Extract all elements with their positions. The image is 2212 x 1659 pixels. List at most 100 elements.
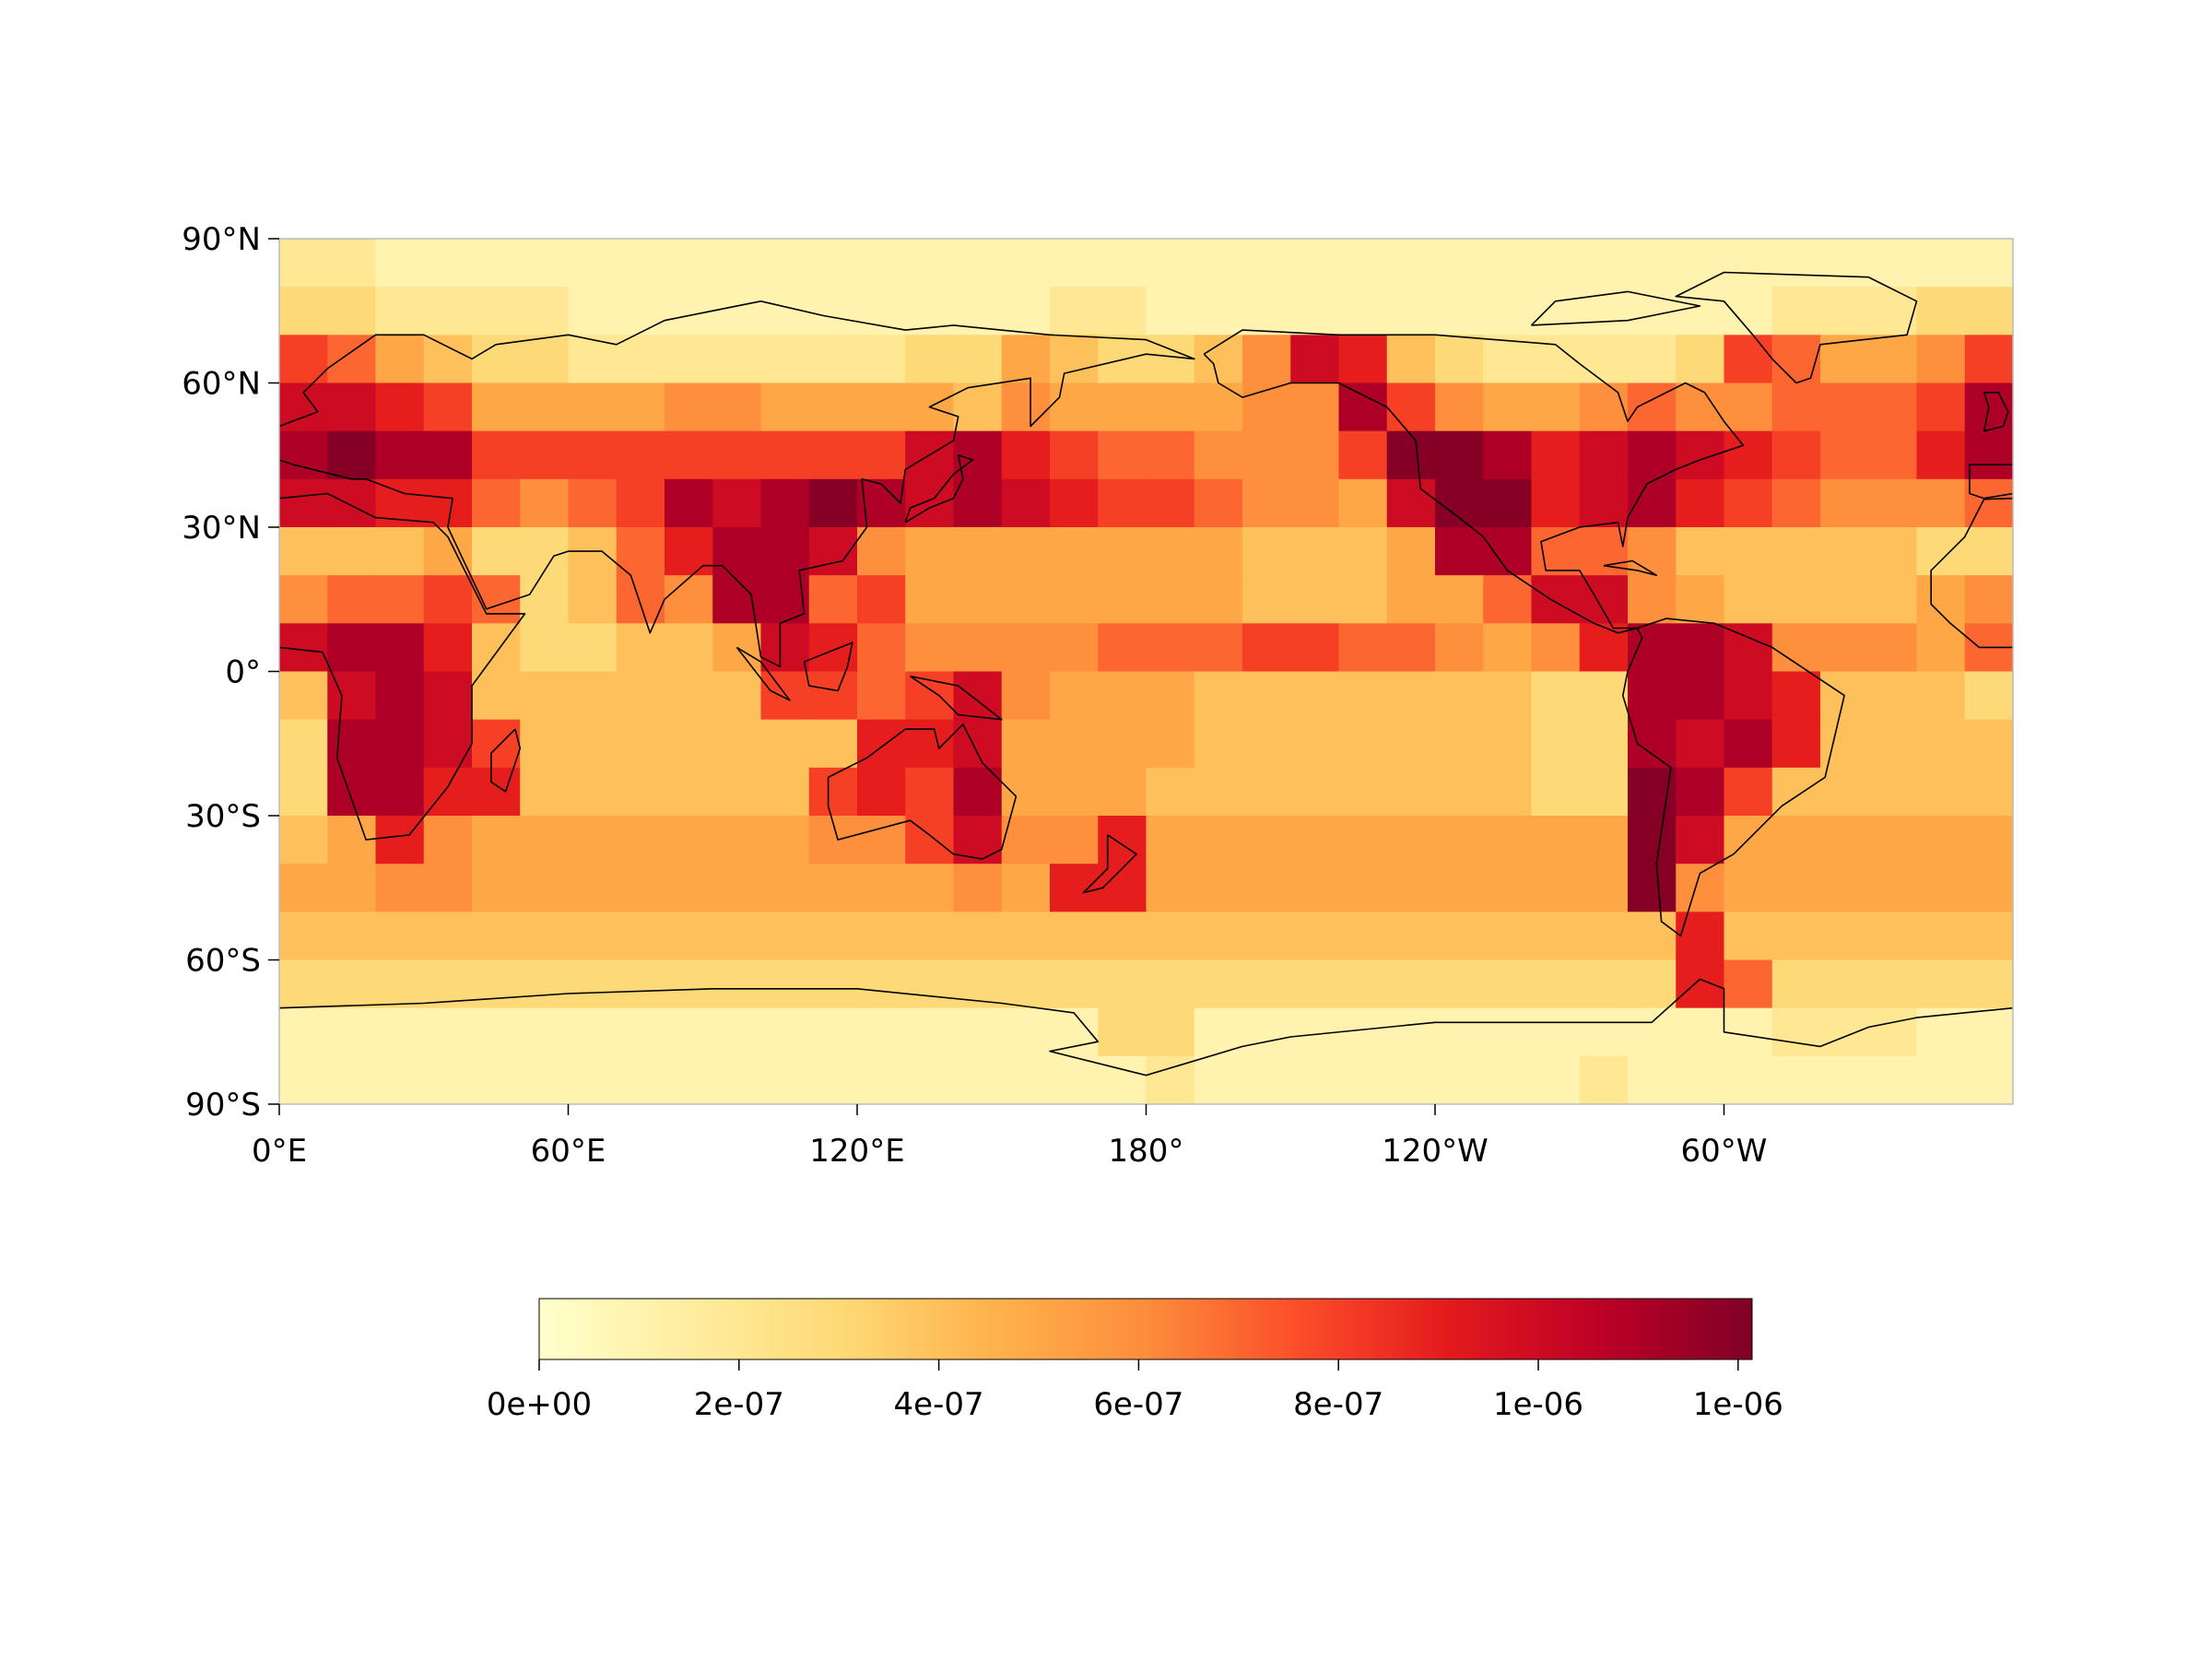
cell [568, 864, 618, 912]
cell [1194, 382, 1243, 432]
cell [472, 382, 521, 432]
cell [1676, 671, 1725, 721]
cell [1435, 671, 1484, 721]
cell [472, 959, 521, 1009]
cell [520, 719, 570, 769]
cell [1098, 1055, 1147, 1105]
cell [327, 912, 377, 961]
cell [1050, 430, 1099, 480]
cell [760, 816, 810, 865]
cell [1628, 816, 1677, 865]
cell [1386, 1007, 1436, 1057]
cell [1868, 335, 1918, 384]
cell [423, 719, 473, 769]
cell [808, 671, 858, 721]
cell [568, 719, 618, 769]
cell [1868, 430, 1918, 480]
cell [472, 527, 521, 576]
cell [857, 527, 906, 576]
cell [1964, 816, 2014, 865]
cell [1531, 430, 1581, 480]
cell [712, 959, 762, 1009]
cell [1483, 719, 1533, 769]
cell [712, 239, 762, 288]
cell [1771, 1055, 1821, 1105]
cell [953, 1055, 1003, 1105]
cell [953, 816, 1003, 865]
cell [520, 430, 570, 480]
cell [279, 959, 328, 1009]
coastline [904, 454, 974, 524]
cell [857, 287, 906, 335]
cell [375, 959, 425, 1009]
cell [327, 335, 377, 384]
cell [1579, 382, 1629, 432]
cell [953, 575, 1003, 624]
cell [1435, 959, 1484, 1009]
cell [1194, 239, 1243, 288]
coastline [1530, 290, 1701, 326]
cell [1338, 719, 1388, 769]
cell [1242, 575, 1291, 624]
cell [1579, 239, 1629, 288]
cell [1483, 912, 1533, 961]
cell [1146, 430, 1195, 480]
cell [1194, 623, 1243, 673]
cell [1146, 816, 1195, 865]
cell [472, 816, 521, 865]
cell [1676, 864, 1725, 912]
cell [1146, 575, 1195, 624]
cell [1724, 335, 1773, 384]
cell [808, 767, 858, 817]
cell [1146, 719, 1195, 769]
cell [423, 912, 473, 961]
cell [1001, 430, 1051, 480]
cell [1628, 430, 1677, 480]
cell [1386, 1055, 1436, 1105]
cell [1338, 287, 1388, 335]
cell [760, 767, 810, 817]
cell [1242, 239, 1291, 288]
cell [1242, 719, 1291, 769]
cell [1242, 527, 1291, 576]
cell [857, 912, 906, 961]
cell [1964, 912, 2014, 961]
cell [1242, 959, 1291, 1009]
cell [616, 382, 665, 432]
cell [1579, 719, 1629, 769]
cell [1916, 382, 1966, 432]
coastline [910, 675, 1003, 721]
cell [1964, 719, 2014, 769]
cell [1724, 382, 1773, 432]
cell [905, 575, 955, 624]
y-tick-label: 30°S [185, 798, 261, 835]
cell [375, 287, 425, 335]
cell [1724, 1055, 1773, 1105]
cell [1194, 527, 1243, 576]
cell [375, 1055, 425, 1105]
cell [1001, 1055, 1051, 1105]
cell [1676, 912, 1725, 961]
cell [1531, 816, 1581, 865]
cell [1771, 816, 1821, 865]
cell [1916, 287, 1966, 335]
cell [1868, 912, 1918, 961]
cell [1386, 671, 1436, 721]
cell [857, 335, 906, 384]
cell [1050, 816, 1099, 865]
cell [1771, 527, 1821, 576]
cell [665, 575, 713, 624]
cell [1146, 959, 1195, 1009]
cell [1676, 816, 1725, 865]
cell [1531, 382, 1581, 432]
cell [616, 527, 665, 576]
cell [472, 719, 521, 769]
cell [1050, 478, 1099, 528]
cell [568, 382, 618, 432]
cell [1964, 671, 2014, 721]
coastline [1983, 392, 2009, 432]
cell [808, 912, 858, 961]
cell [857, 1055, 906, 1105]
cell [1242, 816, 1291, 865]
cell [712, 335, 762, 384]
